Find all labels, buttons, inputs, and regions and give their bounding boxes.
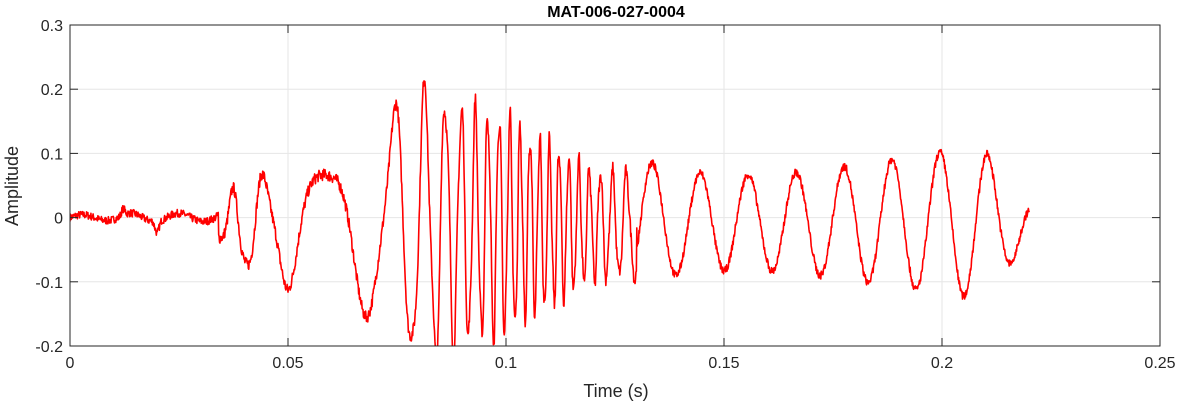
y-axis-ticks: -0.2 -0.1 0 0.1 0.2 0.3 [35,18,1160,356]
x-tick-label: 0.15 [708,355,739,372]
x-axis-ticks: 0 0.05 0.1 0.15 0.2 0.25 [66,25,1176,372]
y-axis-label: Amplitude [2,146,22,226]
x-tick-label: 0.2 [931,355,953,372]
x-tick-label: 0.25 [1144,355,1175,372]
chart-title: MAT-006-027-0004 [547,4,685,21]
axes-frame [69,24,1161,347]
x-tick-label: 0.1 [495,355,517,372]
x-axis-label: Time (s) [583,381,648,401]
y-tick-label: 0 [54,211,63,228]
y-tick-label: -0.1 [35,275,63,292]
y-tick-label: -0.2 [35,339,63,356]
y-tick-label: 0.2 [41,82,63,99]
x-tick-label: 0 [66,355,75,372]
waveform-series-line [70,80,1030,346]
x-tick-label: 0.05 [272,355,303,372]
plot-area [70,80,1030,346]
y-tick-label: 0.3 [41,18,63,35]
y-tick-label: 0.1 [41,146,63,163]
